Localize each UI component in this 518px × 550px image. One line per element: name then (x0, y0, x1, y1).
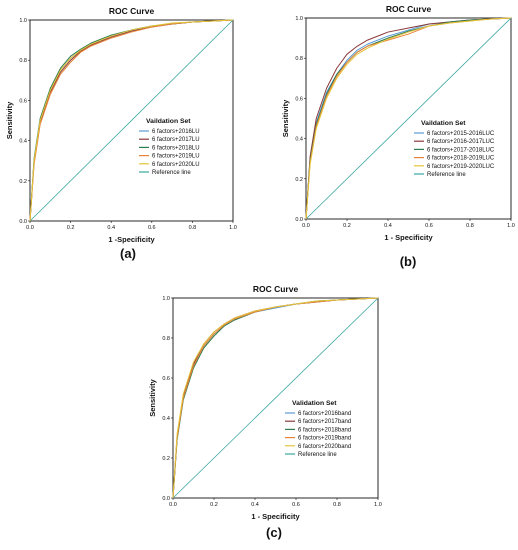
roc-panel-3: ROC Curve 0.0 0.2 0.4 0.6 0.8 1.0 0.0 0.2 0.4 0.6 0… (148, 284, 382, 540)
legend-item: 6 factors+2019LU (152, 154, 200, 160)
y-tick-label: 0.6 (295, 96, 303, 102)
y-tick-label: 0.6 (162, 376, 170, 382)
reference-line (172, 297, 379, 499)
y-tick-label: 1.0 (295, 16, 303, 22)
y-tick-label: 0.2 (295, 177, 303, 183)
panel-label: (b) (400, 254, 417, 269)
x-tick-label: 0.2 (343, 223, 351, 229)
legend-item: Reference line (298, 452, 337, 458)
chart-title: ROC Curve (253, 284, 299, 294)
legend-title: Vaildation Set (146, 118, 191, 125)
x-tick-label: 0.2 (210, 502, 218, 508)
y-tick-label: 0.8 (295, 56, 303, 62)
panel-label: (a) (120, 246, 136, 261)
legend-item: 6 factors+2019band (298, 436, 351, 442)
roc-series-line-5 (29, 19, 234, 222)
legend-item: 6 factors+2018-2019LUC (427, 156, 495, 162)
y-axis-label: Sensitivity (148, 378, 157, 416)
legend-item: 6 factors+2020LU (152, 162, 200, 168)
y-tick-label: 0.8 (162, 336, 170, 342)
legend-item: 6 factors+2018band (298, 427, 351, 433)
legend-item: 6 factors+2019-2020LUC (427, 164, 495, 170)
reference-line (305, 17, 512, 220)
roc-panel-1: ROC Curve 0.0 0.2 0.4 0.6 0.8 1.0 0.0 0.2 0.4 0.6 0… (5, 6, 237, 261)
y-tick-label: 0.6 (19, 98, 27, 104)
y-tick-label: 0.4 (19, 139, 27, 145)
y-tick-label: 0.2 (19, 179, 27, 185)
panel-label: (c) (266, 525, 282, 540)
x-axis-label: 1 - Specificity (251, 512, 300, 521)
x-tick-label: 1.0 (507, 223, 515, 229)
reference-line (29, 19, 234, 222)
x-tick-label: 0.6 (425, 223, 433, 229)
roc-panel-2: ROC Curve 0.0 0.2 0.4 0.6 0.8 1.0 0.0 0.2 0.4 0.6 0… (281, 4, 515, 269)
x-tick-label: 0.6 (292, 502, 300, 508)
chart-title: ROC Curve (386, 4, 432, 14)
legend-item: 6 factors+2018LU (152, 145, 200, 151)
legend-item: 6 factors+2017LU (152, 137, 200, 143)
legend-item: 6 factors+2016-2017LUC (427, 139, 495, 145)
x-tick-label: 1.0 (229, 225, 237, 231)
x-tick-label: 0.4 (384, 223, 392, 229)
x-axis-label: 1 - Specificity (384, 233, 433, 242)
x-tick-label: 0.4 (251, 502, 259, 508)
y-tick-label: 0.4 (295, 137, 303, 143)
roc-series-line-5 (172, 297, 379, 499)
x-tick-label: 1.0 (374, 502, 382, 508)
y-tick-label: 0.4 (162, 416, 170, 422)
x-tick-label: 0.0 (302, 223, 310, 229)
legend-item: 6 factors+2015-2016LUC (427, 131, 495, 137)
plot-frame (172, 297, 379, 499)
x-tick-label: 0.8 (466, 223, 474, 229)
legend-title: Vaildation Set (421, 120, 466, 127)
x-tick-label: 0.2 (67, 225, 75, 231)
y-tick-label: 1.0 (19, 18, 27, 24)
y-tick-label: 1.0 (162, 296, 170, 302)
y-tick-label: 0.0 (19, 219, 27, 225)
chart-title: ROC Curve (109, 6, 155, 16)
y-tick-label: 0.2 (162, 456, 170, 462)
x-axis-label: 1 -Specificity (108, 235, 155, 244)
y-tick-label: 0.0 (295, 217, 303, 223)
legend-item: 6 factors+2020band (298, 444, 351, 450)
x-tick-label: 0.0 (169, 502, 177, 508)
x-tick-label: 0.8 (189, 225, 197, 231)
legend-item: Reference line (427, 172, 466, 178)
legend-item: 6 factors+2016LU (152, 129, 200, 135)
plot-frame (305, 17, 512, 220)
x-tick-label: 0.6 (148, 225, 156, 231)
y-tick-label: 0.0 (162, 496, 170, 502)
legend-item: 6 factors+2016band (298, 411, 351, 417)
plot-frame (29, 19, 234, 222)
y-axis-label: Sensitivity (5, 101, 14, 139)
legend-title: Validation Set (292, 400, 337, 407)
legend-item: 6 factors+2017band (298, 419, 351, 425)
x-tick-label: 0.0 (26, 225, 34, 231)
legend-item: 6 factors+2017-2018LUC (427, 147, 495, 153)
x-tick-label: 0.8 (333, 502, 341, 508)
x-tick-label: 0.4 (107, 225, 115, 231)
roc-series-line-5 (305, 17, 512, 220)
y-axis-label: Sensitivity (281, 99, 290, 137)
y-tick-label: 0.8 (19, 58, 27, 64)
legend-item: Reference line (152, 170, 191, 176)
